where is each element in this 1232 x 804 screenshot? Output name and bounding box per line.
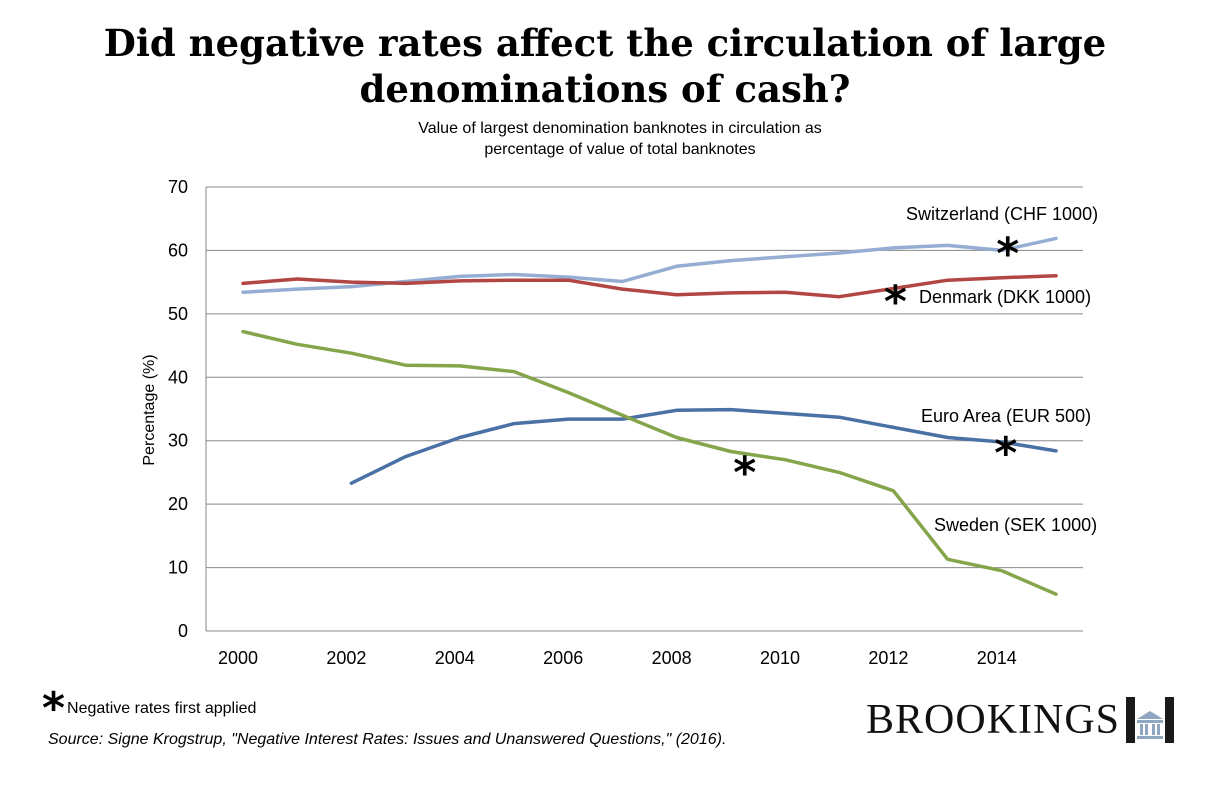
y-tick-label: 10 (168, 558, 188, 578)
footnote: * Negative rates first applied (42, 687, 257, 731)
series-lines (241, 236, 1058, 596)
series-line-2 (349, 407, 1058, 485)
y-tick-label: 0 (178, 621, 188, 641)
series-label-2: Euro Area (EUR 500) (921, 406, 1091, 426)
series-label-3: Sweden (SEK 1000) (934, 515, 1097, 535)
x-tick-label: 2012 (868, 648, 908, 668)
gridlines (205, 186, 1083, 632)
y-tick-label: 50 (168, 304, 188, 324)
asterisk-icon: * (42, 683, 66, 734)
x-tick-label: 2010 (760, 648, 800, 668)
negative-rate-marker: * (884, 276, 907, 327)
x-tick-label: 2002 (326, 648, 366, 668)
series-line-3 (241, 329, 1058, 596)
series-line-1 (241, 274, 1058, 299)
chart-title-line-1: Did negative rates affect the circulatio… (103, 21, 1107, 65)
y-tick-label: 30 (168, 431, 188, 451)
x-tick-label: 2008 (652, 648, 692, 668)
source-note: Source: Signe Krogstrup, "Negative Inter… (48, 731, 727, 748)
y-axis-label: Percentage (%) (141, 354, 158, 465)
negative-rate-markers: * * * * (733, 228, 1019, 498)
brookings-logo: BROOKINGS (866, 693, 1175, 747)
y-tick-label: 20 (168, 494, 188, 514)
y-axis-ticks: 0 10 20 30 40 50 60 70 (168, 177, 188, 641)
building-icon (1126, 697, 1175, 743)
footnote-text: Negative rates first applied (67, 700, 257, 717)
negative-rate-marker: * (996, 228, 1019, 279)
chart-title: Did negative rates affect the circulatio… (0, 20, 1210, 112)
y-tick-label: 60 (168, 240, 188, 260)
series-label-0: Switzerland (CHF 1000) (906, 204, 1098, 224)
x-axis-ticks: 2000 2002 2004 2006 2008 2010 2012 2014 (218, 648, 1017, 668)
x-tick-label: 2006 (543, 648, 583, 668)
chart-subtitle: Value of largest denomination banknotes … (340, 118, 900, 160)
negative-rate-marker: * (994, 428, 1017, 479)
negative-rate-marker: * (733, 447, 756, 498)
y-tick-label: 70 (168, 177, 188, 197)
x-tick-label: 2004 (435, 648, 475, 668)
x-tick-label: 2000 (218, 648, 258, 668)
logo-wordmark: BROOKINGS (866, 697, 1121, 743)
series-line-0 (241, 236, 1058, 295)
chart-subtitle-line-1: Value of largest denomination banknotes … (418, 120, 822, 137)
series-label-1: Denmark (DKK 1000) (919, 287, 1091, 307)
series-labels: Switzerland (CHF 1000) Denmark (DKK 1000)… (906, 204, 1098, 535)
x-tick-label: 2014 (977, 648, 1017, 668)
chart-subtitle-line-2: percentage of value of total banknotes (484, 141, 756, 158)
y-tick-label: 40 (168, 367, 188, 387)
chart-title-line-2: denominations of cash? (359, 67, 851, 111)
